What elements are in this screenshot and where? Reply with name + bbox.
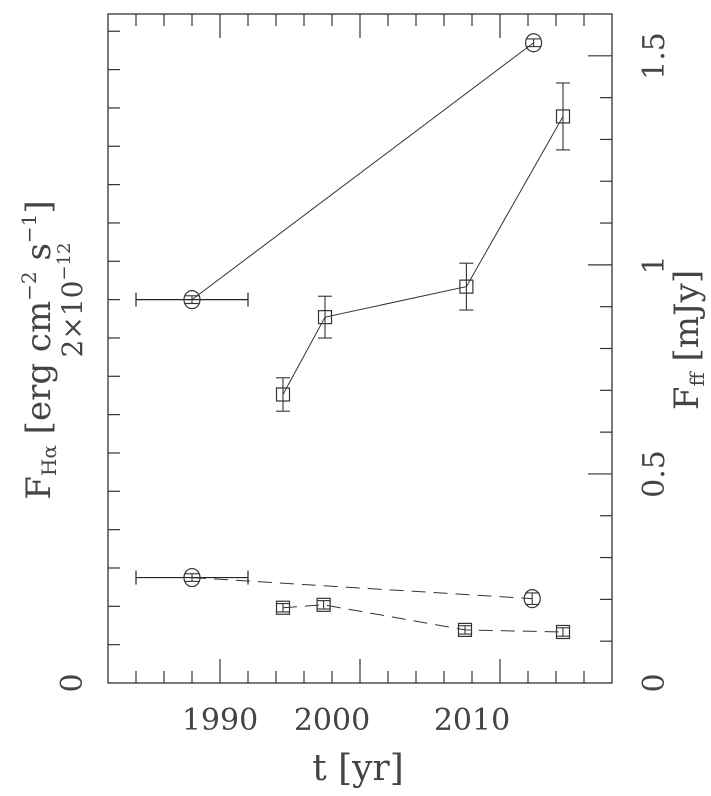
series [135,33,571,640]
series-line [191,577,533,600]
left-tick-label-2e-12: 2×10−12 [54,243,89,358]
ticks [108,14,612,683]
series-line [191,42,534,301]
data-point-square [275,600,291,615]
series-line [282,604,564,633]
plot-frame [107,13,613,684]
right-tick-label: 1 [637,255,672,274]
right-tick-label: 1.5 [637,32,672,80]
x-axis-label: t [yr] [312,748,404,789]
right-tick-label: 0 [637,673,672,692]
data-point-square [555,624,571,640]
data-point-square [317,310,333,325]
left-axis-label: FHα [erg cm−2 s−1] [17,200,61,499]
right-tick-label: 0.5 [637,450,672,498]
data-point-circle [183,290,201,310]
data-point-square [457,622,473,637]
x-tick-label: 2000 [294,703,370,738]
data-point-circle [523,589,541,609]
data-point-square [459,279,474,294]
left-tick-label-zero: 0 [55,673,90,692]
right-axis-label: Fff [mJy] [667,270,709,410]
x-tick-label: 2010 [434,703,510,738]
x-tick-label: 1990 [182,703,258,738]
data-point-square [316,597,331,612]
data-point-square [275,387,291,402]
data-point-circle [183,567,201,588]
data-point-square [555,109,571,124]
series-line [282,116,564,395]
data-point-circle [524,33,543,53]
